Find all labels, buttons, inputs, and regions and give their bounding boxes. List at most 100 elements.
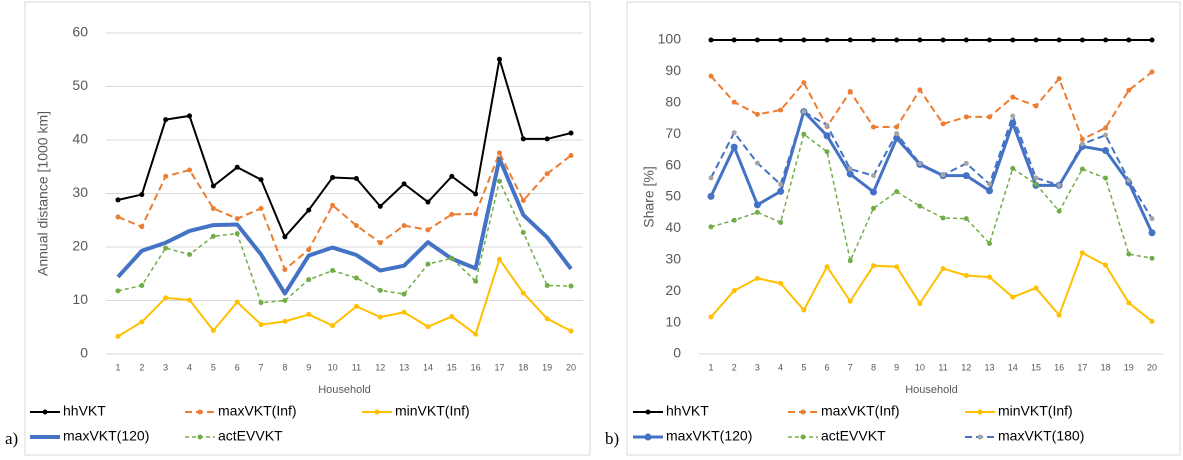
x-tick-label: 20 [566, 362, 576, 372]
legend-label: maxVKT(Inf) [821, 403, 900, 419]
series-marker [544, 171, 550, 177]
series-marker [139, 224, 145, 230]
x-tick-label: 10 [328, 362, 338, 372]
series-marker [473, 211, 479, 217]
series-marker [139, 192, 145, 198]
x-tick-label: 6 [825, 362, 830, 372]
series-marker [353, 176, 359, 182]
series-marker [449, 173, 455, 179]
series-marker [1033, 103, 1039, 109]
x-axis-label: Household [318, 384, 371, 396]
series-marker [801, 80, 807, 86]
series-marker [987, 240, 993, 246]
y-tick-label: 20 [72, 238, 88, 254]
series-marker [1103, 37, 1109, 43]
x-tick-label: 17 [494, 362, 504, 372]
x-tick-label: 19 [1124, 362, 1134, 372]
legend-label: maxVKT(180) [998, 428, 1084, 444]
series-marker [940, 37, 946, 43]
series-line [710, 251, 1153, 323]
legend-marker [374, 409, 380, 415]
x-tick-label: 12 [375, 362, 385, 372]
series-marker [1102, 147, 1110, 155]
series-marker [568, 153, 574, 159]
legend-marker [197, 409, 203, 415]
y-tick-label: 80 [665, 94, 681, 110]
series-marker [520, 230, 526, 236]
series-marker [824, 37, 830, 43]
series-marker [1056, 312, 1062, 318]
panel-frame [626, 1, 1181, 456]
series-marker [708, 224, 714, 230]
y-tick-label: 70 [665, 125, 681, 141]
series-marker [1126, 177, 1132, 183]
series-marker [894, 189, 900, 195]
legend-marker [645, 409, 651, 415]
series-marker [1010, 113, 1016, 119]
series-marker [987, 114, 993, 120]
series-line [117, 180, 572, 304]
series-marker [210, 205, 216, 211]
series-marker [940, 215, 946, 221]
series-marker [282, 234, 288, 240]
x-tick-label: 1 [708, 362, 713, 372]
series-marker [401, 309, 407, 315]
series-marker [353, 303, 359, 309]
series-marker [330, 323, 336, 329]
series-marker [330, 174, 336, 180]
series-marker [425, 324, 431, 330]
series-marker [1056, 208, 1062, 214]
series-marker [708, 314, 714, 320]
series-marker [401, 291, 407, 297]
series-marker [496, 56, 502, 62]
x-tick-label: 4 [778, 362, 783, 372]
series-marker [473, 278, 479, 284]
series-marker [425, 199, 431, 205]
series-marker [870, 124, 876, 130]
series-marker [1056, 37, 1062, 43]
series-marker [986, 187, 994, 195]
series-marker [847, 166, 853, 172]
series-marker [306, 311, 312, 317]
series-marker [568, 283, 574, 289]
series-marker [1126, 87, 1132, 93]
series-marker [917, 203, 923, 209]
series-marker [377, 314, 383, 320]
series-marker [824, 149, 830, 155]
series-marker [707, 192, 715, 200]
series-marker [115, 197, 121, 203]
series-marker [753, 201, 761, 209]
series-marker [1079, 141, 1085, 147]
x-tick-label: 13 [399, 362, 409, 372]
series-marker [520, 136, 526, 142]
series-marker [940, 121, 946, 127]
series-marker [940, 172, 946, 178]
series-marker [1010, 37, 1016, 43]
series-line [710, 110, 1153, 220]
series-marker [210, 327, 216, 333]
x-tick-label: 16 [471, 362, 481, 372]
series-marker [1103, 132, 1109, 138]
legend-marker [977, 434, 983, 440]
legend-label: maxVKT(Inf) [218, 403, 297, 419]
legend-label: hhVKT [666, 403, 709, 419]
y-tick-label: 50 [72, 77, 88, 93]
series-marker [731, 130, 737, 136]
y-tick-label: 90 [665, 62, 681, 78]
series-marker [163, 295, 169, 301]
series-line [117, 258, 572, 338]
y-tick-label: 10 [72, 291, 88, 307]
x-tick-label: 7 [848, 362, 853, 372]
legend-marker [42, 409, 48, 415]
series-marker [258, 205, 264, 211]
series-marker [869, 188, 877, 196]
series-marker [187, 251, 193, 257]
series-marker [801, 307, 807, 313]
series-marker [777, 187, 785, 195]
series-marker [1010, 94, 1016, 100]
x-tick-label: 11 [352, 362, 361, 372]
legend-label: minVKT(Inf) [998, 403, 1073, 419]
series-marker [731, 37, 737, 43]
series-marker [377, 203, 383, 209]
series-marker [987, 37, 993, 43]
